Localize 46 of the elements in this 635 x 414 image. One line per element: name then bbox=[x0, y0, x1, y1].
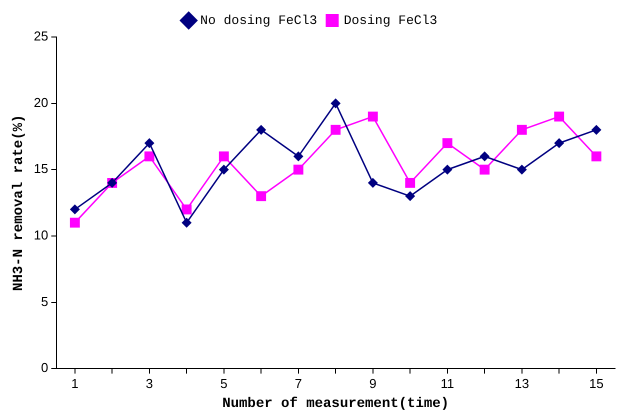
x-tick-label: 7 bbox=[294, 376, 302, 391]
x-tick-label: 9 bbox=[369, 376, 376, 391]
point bbox=[442, 164, 452, 175]
x-axis-title: Number of measurement(time) bbox=[222, 396, 450, 412]
point bbox=[182, 204, 192, 214]
point bbox=[405, 191, 416, 202]
x-tick-label: 3 bbox=[146, 376, 153, 391]
y-tick-label: 15 bbox=[34, 161, 48, 176]
point bbox=[516, 164, 527, 175]
y-tick-label: 5 bbox=[41, 294, 48, 309]
legend-label: No dosing FeCl3 bbox=[200, 12, 318, 28]
point bbox=[368, 178, 378, 188]
point bbox=[405, 178, 416, 188]
x-tick-label: 11 bbox=[440, 376, 454, 391]
point bbox=[218, 164, 229, 175]
legend-label: Dosing FeCl3 bbox=[344, 12, 438, 28]
point bbox=[218, 151, 229, 162]
point bbox=[516, 124, 527, 135]
point bbox=[368, 112, 378, 122]
point bbox=[70, 204, 80, 214]
point bbox=[480, 164, 490, 175]
point bbox=[330, 98, 341, 108]
point bbox=[293, 151, 304, 162]
x-tick-label: 13 bbox=[514, 376, 530, 391]
y-tick-label: 10 bbox=[34, 228, 48, 243]
point bbox=[591, 124, 602, 135]
point bbox=[144, 151, 154, 162]
y-tick-label: 0 bbox=[41, 360, 48, 376]
point bbox=[554, 138, 564, 148]
point bbox=[256, 191, 266, 202]
point bbox=[256, 124, 266, 135]
point bbox=[144, 138, 154, 148]
point bbox=[70, 218, 80, 228]
point bbox=[182, 218, 192, 228]
point bbox=[330, 124, 341, 135]
point bbox=[442, 138, 452, 148]
x-tick-label: 5 bbox=[220, 376, 228, 391]
point bbox=[591, 151, 602, 162]
point bbox=[480, 151, 490, 162]
y-tick-label: 25 bbox=[34, 28, 48, 44]
point bbox=[293, 164, 304, 175]
y-tick-label: 20 bbox=[34, 94, 48, 110]
x-tick-label: 1 bbox=[71, 376, 78, 391]
x-tick-label: 15 bbox=[589, 376, 604, 391]
point bbox=[554, 112, 564, 122]
y-axis-title: NH3-N removal rate(%) bbox=[10, 114, 27, 292]
